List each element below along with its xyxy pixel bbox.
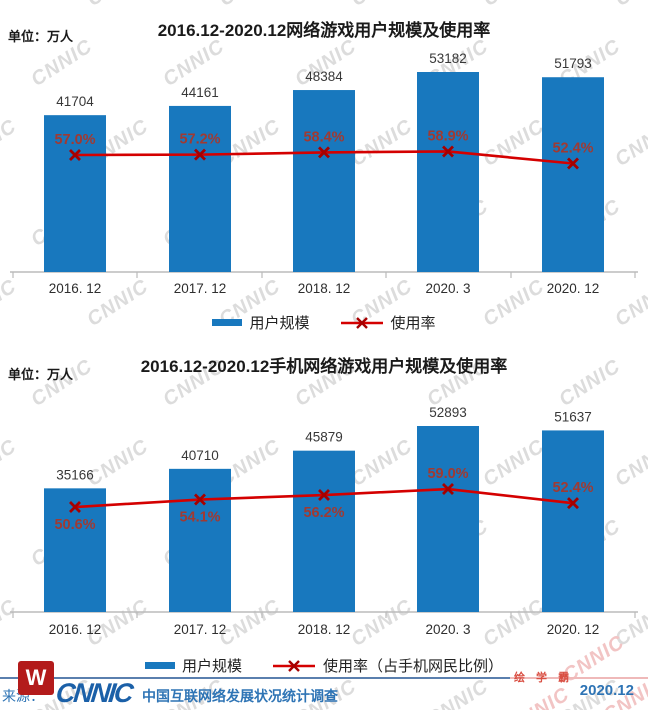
cnnic-watermark: CNNIC bbox=[215, 0, 285, 12]
legend: 用户规模 使用率 bbox=[0, 312, 648, 333]
legend-label: 使用率（占手机网民比例） bbox=[323, 658, 504, 675]
bar bbox=[44, 115, 106, 272]
chart-title: 2016.12-2020.12手机网络游戏用户规模及使用率 bbox=[140, 357, 508, 377]
pct-label: 57.0% bbox=[54, 132, 95, 148]
bar-swatch-icon bbox=[212, 319, 243, 326]
x-axis-label: 2018. 12 bbox=[298, 281, 351, 296]
bar bbox=[542, 430, 604, 612]
pct-label: 52.4% bbox=[552, 141, 593, 157]
unit-label: 单位：万人 bbox=[8, 29, 74, 44]
bar-value-label: 53182 bbox=[429, 51, 467, 66]
cnnic-watermark: CNNIC bbox=[0, 0, 21, 12]
bar bbox=[293, 450, 355, 612]
line-swatch-icon bbox=[340, 316, 383, 329]
chart-canvas: 41704 44161 48384 53182 51793 2016. 12 2017. 1… bbox=[10, 51, 638, 296]
huixueba-badge: 绘 学 霸 bbox=[514, 672, 574, 684]
pct-label: 58.9% bbox=[427, 128, 468, 144]
bar-value-label: 35166 bbox=[56, 467, 94, 482]
bar-value-label: 40710 bbox=[181, 448, 219, 463]
pct-label: 59.0% bbox=[427, 466, 468, 482]
bar-value-label: 52893 bbox=[429, 405, 467, 420]
bar-value-label: 48384 bbox=[305, 69, 343, 84]
logo-letter: W bbox=[25, 665, 47, 690]
x-axis-label: 2016. 12 bbox=[49, 281, 102, 296]
bar-value-label: 45879 bbox=[305, 430, 343, 445]
x-axis-label: 2018. 12 bbox=[298, 622, 351, 637]
x-axis-label: 2020. 3 bbox=[425, 622, 470, 637]
x-marker-icon bbox=[442, 483, 454, 496]
x-marker-icon bbox=[194, 148, 206, 161]
bar bbox=[293, 90, 355, 272]
x-axis-label: 2020. 12 bbox=[547, 622, 600, 637]
x-axis-label: 2020. 12 bbox=[547, 281, 600, 296]
pink-watermark: CNNIC bbox=[504, 683, 574, 710]
x-marker-icon bbox=[69, 501, 81, 514]
bar-value-label: 41704 bbox=[56, 94, 94, 109]
x-marker-icon bbox=[442, 145, 454, 158]
survey-statement: 中国互联网络发展状况统计调查 bbox=[142, 688, 338, 704]
cnnic-watermark: CNNIC bbox=[423, 675, 493, 710]
pct-label: 52.4% bbox=[552, 480, 593, 496]
bar bbox=[542, 77, 604, 272]
bar bbox=[417, 72, 479, 272]
report-date: 2020.12 bbox=[579, 682, 634, 699]
bar bbox=[169, 105, 231, 272]
chart-title: 2016.12-2020.12网络游戏用户规模及使用率 bbox=[157, 21, 491, 41]
bar-value-label: 51637 bbox=[554, 409, 592, 424]
line-swatch-icon bbox=[273, 659, 315, 672]
divider-pink-segment bbox=[510, 677, 648, 679]
cnnic-watermark: CNNIC bbox=[83, 0, 153, 12]
x-marker-icon bbox=[194, 493, 206, 506]
x-axis-label: 2017. 12 bbox=[174, 281, 227, 296]
legend-item-usage: 使用率 bbox=[340, 312, 436, 333]
cnnic-logo: CNNIC bbox=[54, 678, 134, 708]
legend-item-users: 用户规模 bbox=[212, 312, 310, 333]
legend-item-usage: 使用率（占手机网民比例） bbox=[272, 655, 503, 676]
x-marker-icon bbox=[567, 157, 579, 170]
pct-label: 57.2% bbox=[179, 132, 220, 148]
huixueba-logo-icon: W bbox=[18, 661, 54, 695]
legend-label: 用户规模 bbox=[249, 315, 310, 332]
pct-label: 50.6% bbox=[54, 517, 95, 533]
footer-divider bbox=[0, 677, 648, 679]
legend-item-users: 用户规模 bbox=[144, 655, 242, 676]
cnnic-watermark: CNNIC bbox=[611, 0, 648, 12]
bar bbox=[169, 468, 231, 612]
divider-blue-segment bbox=[0, 677, 510, 679]
pct-label: 56.2% bbox=[303, 505, 344, 521]
x-marker-icon bbox=[567, 497, 579, 510]
pct-label: 58.4% bbox=[303, 129, 344, 145]
x-axis-label: 2020. 3 bbox=[425, 281, 470, 296]
x-marker-icon bbox=[318, 489, 330, 502]
x-axis-label: 2016. 12 bbox=[49, 622, 102, 637]
cnnic-watermark: CNNIC bbox=[347, 0, 417, 12]
legend-label: 用户规模 bbox=[181, 658, 242, 675]
bar bbox=[417, 426, 479, 612]
legend: 用户规模 使用率（占手机网民比例） bbox=[0, 655, 648, 676]
x-marker-icon bbox=[69, 149, 81, 161]
unit-label: 单位：万人 bbox=[8, 367, 74, 382]
chart-canvas: 35166 40710 45879 52893 51637 2016. 12 2017. 1… bbox=[10, 405, 638, 637]
cnnic-watermark: CNNIC bbox=[479, 0, 549, 12]
x-marker-icon bbox=[318, 146, 330, 159]
bar-value-label: 44161 bbox=[181, 85, 219, 100]
x-axis-label: 2017. 12 bbox=[174, 622, 227, 637]
legend-label: 使用率 bbox=[390, 315, 436, 332]
bar-swatch-icon bbox=[144, 662, 175, 669]
bar-value-label: 51793 bbox=[554, 56, 592, 71]
pct-label: 54.1% bbox=[179, 510, 220, 526]
